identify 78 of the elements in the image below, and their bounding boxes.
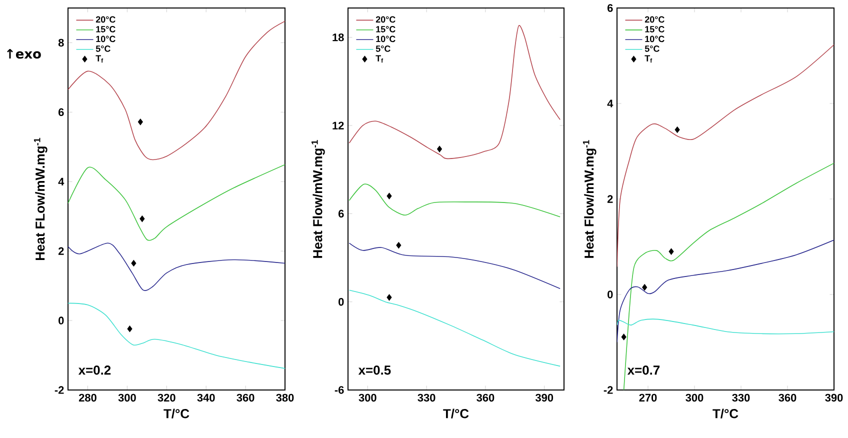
annotation: x=0.2 — [78, 366, 111, 375]
legend-label: 15°C — [645, 26, 664, 32]
legend-label: 20°C — [644, 16, 664, 23]
annotation: x=0.5 — [358, 366, 391, 375]
line-series — [348, 25, 560, 160]
legend-label: 20°C — [376, 16, 396, 23]
legend-label: T$_{f}$ — [376, 55, 384, 63]
annotation: x=0.7 — [627, 366, 660, 375]
y-tick-label: 12 — [332, 122, 344, 130]
x-tick-label: 330 — [732, 394, 750, 402]
x-tick-label: 340 — [197, 394, 215, 402]
y-axis-title: Heat Flow/mW.mg$^{-1}$ — [312, 140, 325, 258]
x-tick-label: 360 — [778, 394, 796, 402]
x-tick-label: 270 — [639, 394, 657, 402]
y-tick-label: 2 — [58, 247, 64, 255]
x-tick-label: 390 — [825, 394, 843, 402]
legend-label: 15°C — [376, 26, 396, 32]
y-tick-label: 6 — [338, 210, 344, 218]
line-series — [348, 290, 560, 367]
y-axis-title: Heat Flow/mW.mg$^{-1}$ — [582, 140, 596, 258]
x-tick-label: 360 — [236, 394, 254, 402]
x-axis-title: T/°C — [443, 408, 469, 418]
x-tick-label: 320 — [158, 394, 176, 402]
legend-label: 20°C — [96, 16, 116, 23]
y-tick-label: 0 — [338, 298, 344, 306]
x-tick-label: 390 — [535, 394, 554, 402]
point — [127, 326, 132, 332]
y-tick-label: -2 — [54, 386, 64, 394]
legend-label: T$_{f}$ — [96, 55, 104, 63]
line-series — [617, 240, 834, 343]
point — [140, 216, 145, 222]
y-tick-label: 2 — [607, 195, 613, 203]
legend-label: 10°C — [96, 36, 116, 42]
point — [386, 192, 392, 200]
x-axis-title: T/°C — [712, 408, 738, 418]
point — [674, 126, 680, 133]
y-tick-label: 4 — [58, 178, 64, 186]
point — [396, 242, 402, 248]
y-tick-label: 6 — [608, 4, 613, 12]
y-tick-label: 4 — [607, 100, 614, 108]
legend-label: T$_{f}$ — [644, 55, 652, 63]
line-series — [348, 242, 560, 290]
x-tick-label: 300 — [686, 394, 704, 402]
x-tick-label: 300 — [118, 394, 136, 402]
legend-label: 10°C — [376, 36, 396, 42]
y-axis-title: Heat FLow/mW.mg$^{-1}$ — [34, 138, 48, 260]
x-tick-label: 360 — [476, 394, 494, 402]
x-tick-label: 330 — [418, 394, 436, 402]
x-tick-label: 280 — [78, 394, 96, 402]
y-tick-label: 0 — [58, 316, 64, 324]
line-series — [68, 242, 286, 291]
y-tick-label: 0 — [608, 290, 613, 298]
point — [642, 284, 648, 290]
x-tick-label: 300 — [358, 394, 376, 402]
point — [138, 118, 143, 125]
line-series — [617, 318, 834, 334]
line-series — [617, 44, 834, 268]
y-tick-label: 18 — [332, 34, 344, 42]
point — [386, 294, 392, 301]
x-axis-title: T/°C — [164, 408, 190, 418]
legend-label: 5°C — [644, 46, 660, 52]
y-tick-label: 6 — [58, 108, 64, 116]
point — [621, 334, 626, 340]
line-series — [623, 162, 834, 390]
line-series — [68, 164, 286, 241]
text: ↑exo — [7, 48, 41, 59]
y-tick-label: -6 — [334, 386, 344, 394]
legend-label: 10°C — [645, 36, 664, 42]
line-series — [348, 184, 560, 218]
point — [668, 248, 674, 255]
point — [437, 146, 442, 152]
y-tick-label: 8 — [58, 38, 64, 47]
legend-label: 5°C — [96, 46, 110, 52]
point — [131, 260, 136, 266]
y-tick-label: -2 — [604, 386, 613, 394]
x-tick-label: 380 — [276, 394, 294, 402]
legend-label: 5°C — [376, 46, 390, 52]
legend-label: 15°C — [96, 26, 116, 32]
